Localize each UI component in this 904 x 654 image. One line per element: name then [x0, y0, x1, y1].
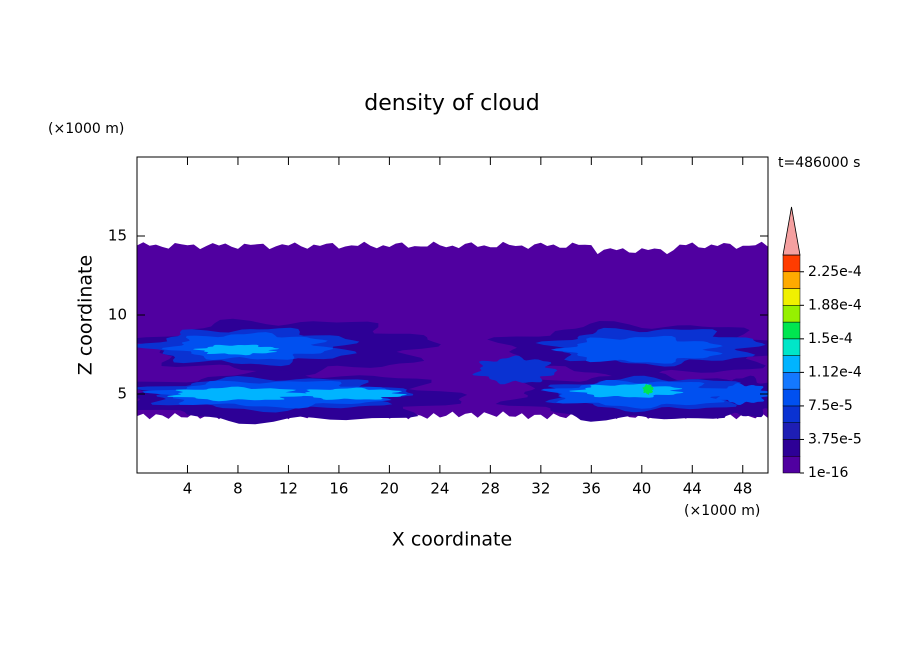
colorbar-box: [782, 355, 801, 373]
colorbar-box: [782, 271, 801, 289]
contour-region: [550, 335, 723, 364]
colorbar-tick-label: 1.12e-4: [808, 364, 862, 380]
colorbar-tick-label: 1.5e-4: [808, 331, 853, 347]
x-tick-label: 12: [279, 480, 298, 498]
colorbar-over: [782, 206, 801, 256]
colorbar-tick-label: 2.25e-4: [808, 264, 862, 280]
x-tick-label: 8: [233, 480, 243, 498]
contour-region: [642, 384, 654, 395]
colorbar-box: [782, 388, 801, 407]
contour-region: [292, 387, 408, 400]
y-tick-label: 15: [108, 227, 127, 245]
colorbar-box: [782, 422, 801, 440]
colorbar-box: [782, 455, 801, 474]
contour-region: [715, 383, 768, 405]
x-tick-label: 4: [183, 480, 193, 498]
x-tick-label: 24: [430, 480, 449, 498]
annotation: t=486000 s: [778, 155, 860, 171]
colorbar-tick-label: 1.88e-4: [808, 297, 862, 313]
colorbar-tick-label: 7.5e-5: [808, 398, 853, 414]
y-unit: (×1000 m): [48, 121, 124, 137]
colorbar-tick-label: 3.75e-5: [808, 431, 862, 447]
contour-field: [137, 241, 768, 425]
colorbar-box: [782, 405, 801, 423]
x-tick-label: 40: [632, 480, 651, 498]
x-tick-label: 16: [329, 480, 348, 498]
contour-region: [166, 386, 307, 402]
colorbar-box: [782, 439, 801, 457]
chart-title: density of cloud: [364, 91, 539, 116]
x-unit: (×1000 m): [684, 503, 760, 519]
colorbar-box: [782, 372, 801, 390]
y-axis-label: Z coordinate: [75, 255, 97, 375]
y-tick-label: 5: [117, 385, 127, 403]
x-tick-label: 44: [683, 480, 702, 498]
colorbar-box: [782, 321, 801, 340]
colorbar-tick-label: 1e-16: [808, 465, 848, 481]
x-tick-label: 20: [380, 480, 399, 498]
contour-region: [192, 344, 280, 356]
x-tick-label: 48: [733, 480, 752, 498]
y-tick-label: 10: [108, 306, 127, 324]
x-axis-label: X coordinate: [392, 529, 512, 551]
colorbar-box: [782, 288, 801, 306]
x-tick-label: 32: [531, 480, 550, 498]
colorbar-box: [782, 254, 801, 273]
contour-region: [569, 383, 684, 398]
x-tick-label: 28: [481, 480, 500, 498]
contour-region: [472, 355, 558, 385]
x-tick-label: 36: [582, 480, 601, 498]
colorbar-box: [782, 338, 801, 356]
axes: 4 8 12 16 20 24 28 32 36 40 44 48510151e-163.75e-57…: [108, 156, 862, 498]
colorbar-box: [782, 305, 801, 323]
